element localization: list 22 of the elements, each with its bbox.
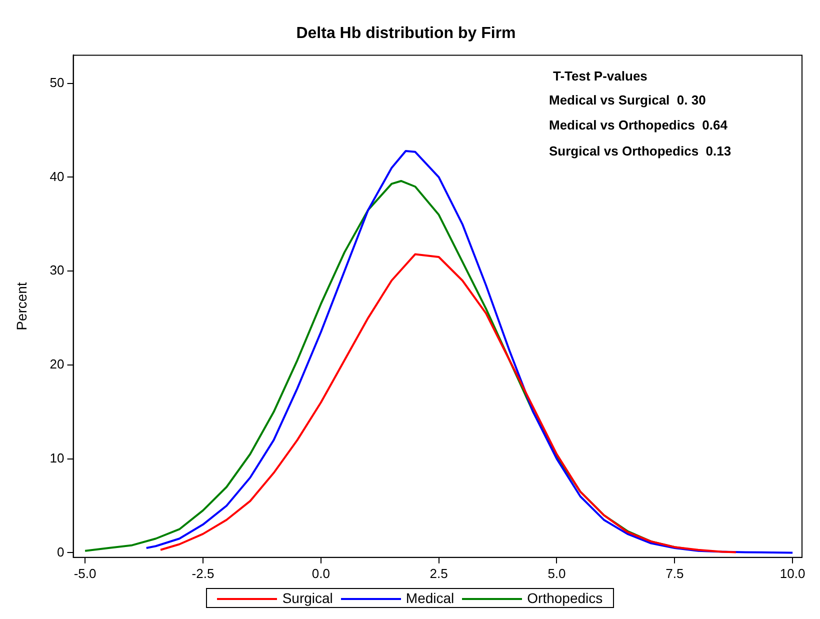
- chart-title: Delta Hb distribution by Firm: [296, 25, 516, 42]
- y-tick-label: 40: [50, 168, 64, 184]
- legend-label: Surgical: [281, 590, 333, 606]
- x-tick-label: -5.0: [74, 566, 96, 581]
- y-tick-label: 20: [50, 356, 64, 372]
- legend-label: Orthopedics: [526, 590, 603, 606]
- x-tick-label: 2.5: [430, 566, 448, 581]
- annotation: Medical vs Surgical 0. 30: [549, 92, 706, 108]
- y-tick-label: 0: [57, 544, 64, 560]
- y-tick-label: 30: [50, 262, 64, 278]
- annotation: Medical vs Orthopedics 0.64: [549, 118, 728, 133]
- y-tick-label: 50: [50, 74, 64, 90]
- annotation: Surgical vs Orthopedics 0.13: [549, 144, 732, 159]
- x-tick-label: 10.0: [780, 566, 806, 581]
- legend-label: Medical: [404, 590, 454, 606]
- annotation: T-Test P-values: [553, 68, 648, 84]
- y-tick-label: 10: [50, 450, 64, 466]
- x-tick-label: -2.5: [192, 566, 214, 581]
- x-tick-label: 5.0: [548, 566, 566, 581]
- y-axis-title: Percent: [13, 282, 30, 330]
- x-tick-label: 0.0: [312, 566, 330, 581]
- x-tick-label: 7.5: [666, 566, 684, 581]
